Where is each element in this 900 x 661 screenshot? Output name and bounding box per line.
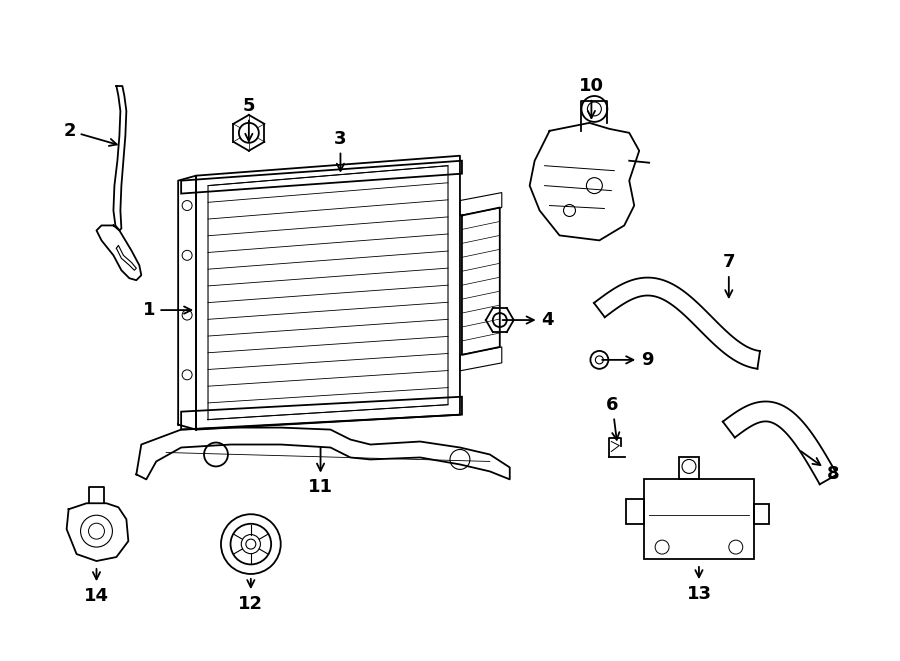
Text: 12: 12 xyxy=(238,579,264,613)
Text: 13: 13 xyxy=(687,566,711,603)
Text: 3: 3 xyxy=(334,130,346,171)
Text: 6: 6 xyxy=(606,396,619,440)
Text: 7: 7 xyxy=(723,253,735,297)
Text: 2: 2 xyxy=(63,122,117,146)
Text: 8: 8 xyxy=(801,451,840,483)
Text: 9: 9 xyxy=(602,351,653,369)
Text: 10: 10 xyxy=(579,77,604,118)
Text: 11: 11 xyxy=(308,447,333,496)
Text: 1: 1 xyxy=(143,301,192,319)
Text: 14: 14 xyxy=(84,568,109,605)
Text: 5: 5 xyxy=(243,97,255,141)
Text: 4: 4 xyxy=(502,311,554,329)
